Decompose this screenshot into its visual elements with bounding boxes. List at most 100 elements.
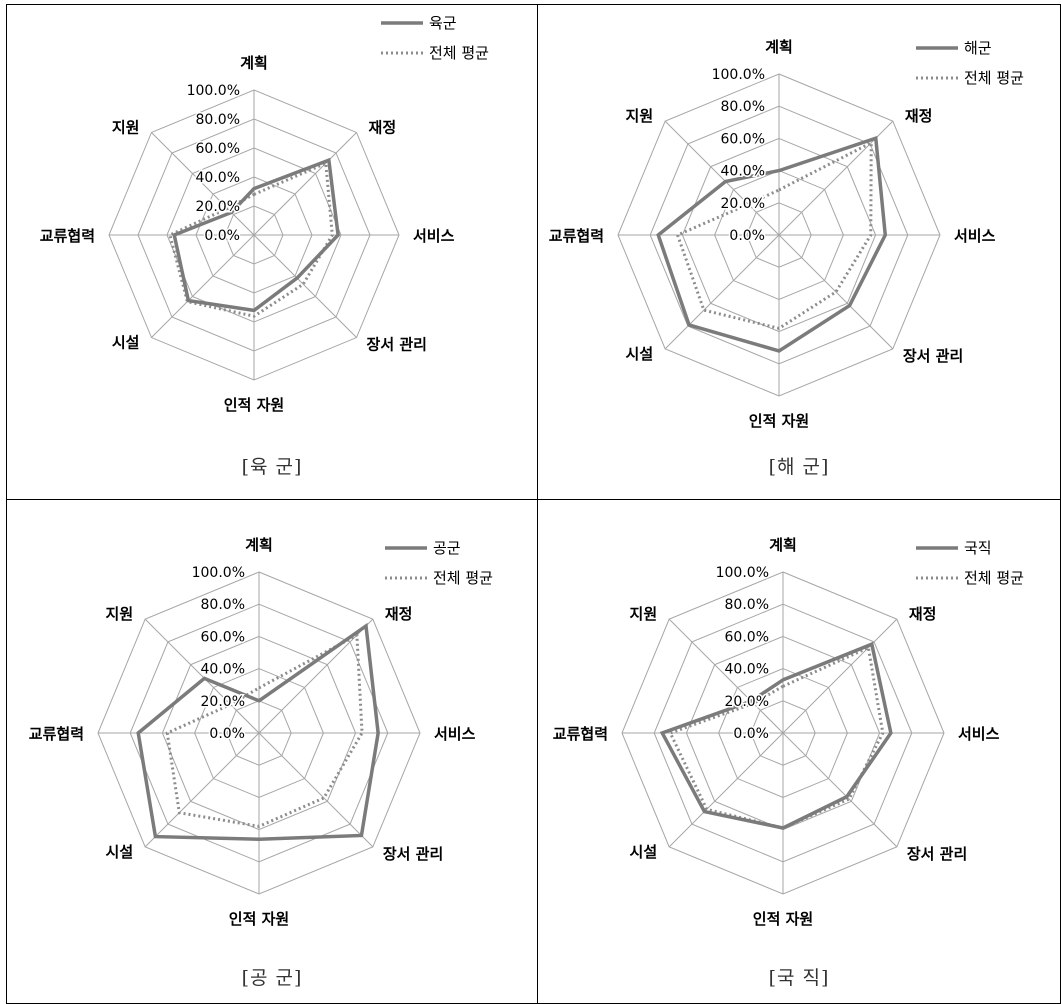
axis-label: 지원 [112, 118, 140, 136]
axis-label: 계획 [240, 54, 268, 72]
axis-label: 계획 [245, 536, 273, 554]
axis-label: 재정 [909, 605, 937, 623]
legend-label: 전체 평균 [433, 569, 493, 587]
legend-label: 해군 [964, 39, 992, 57]
series-main-line [172, 157, 340, 313]
axis-label: 서비스 [954, 227, 996, 245]
series-main-line [136, 622, 380, 842]
legend-label: 전체 평균 [964, 569, 1024, 587]
axis-label: 장서 관리 [367, 336, 427, 354]
axis-spoke [664, 120, 780, 236]
axis-label: 인적 자원 [224, 396, 284, 414]
chart-caption: [공 군] [241, 967, 303, 989]
legend-label: 육군 [429, 14, 457, 32]
tick-label: 20.0% [725, 694, 769, 710]
tick-label: 80.0% [201, 597, 245, 613]
chart-caption: [국 직] [768, 967, 830, 989]
tick-label: 100.0% [187, 83, 240, 99]
axis-label: 장서 관리 [907, 845, 967, 863]
axis-label: 계획 [765, 38, 793, 56]
tick-label: 60.0% [721, 131, 765, 147]
tick-label: 100.0% [712, 67, 765, 83]
axis-label: 시설 [106, 843, 134, 861]
tick-label: 100.0% [716, 565, 769, 581]
tick-label: 40.0% [201, 662, 245, 678]
axis-label: 지원 [626, 107, 654, 125]
axis-label: 인적 자원 [753, 910, 813, 928]
tick-label: 40.0% [725, 662, 769, 678]
axis-label: 교류협력 [29, 725, 84, 743]
axis-label: 교류협력 [553, 725, 608, 743]
series-average-line [675, 140, 873, 330]
chart-grid: 0.0% 20.0% 40.0% 60.0% 80.0% 100.0% 계획 재정 서비스 장서 … [6, 4, 1061, 1004]
axis-label: 시설 [626, 345, 654, 363]
axis-label: 교류협력 [549, 227, 604, 245]
axis-spoke [782, 732, 898, 848]
axis-spoke [253, 234, 357, 338]
tick-label: 40.0% [196, 170, 240, 186]
axis-label: 서비스 [413, 227, 455, 245]
axis-label: 교류협력 [40, 227, 95, 245]
axis-spoke [151, 132, 255, 236]
axis-label: 계획 [769, 536, 797, 554]
tick-label: 20.0% [721, 196, 765, 212]
tick-label: 60.0% [201, 629, 245, 645]
tick-label: 20.0% [196, 199, 240, 215]
series-average-line [168, 161, 334, 318]
tick-label: 0.0% [729, 228, 765, 244]
legend-label: 전체 평균 [429, 44, 489, 62]
axis-label: 지원 [630, 605, 658, 623]
axis-spoke [778, 234, 894, 350]
legend-label: 공군 [433, 539, 461, 557]
axis-label: 장서 관리 [903, 347, 963, 365]
chart-caption: [육 군] [241, 456, 303, 478]
tick-label: 80.0% [196, 112, 240, 128]
axis-spoke [668, 618, 784, 734]
axis-spoke [144, 618, 260, 734]
axis-label: 시설 [112, 334, 140, 352]
axis-label: 장서 관리 [383, 845, 443, 863]
radar-chart: 0.0% 20.0% 40.0% 60.0% 80.0% 100.0%계획재정서비스장서 … [29, 536, 493, 928]
tick-label: 100.0% [192, 565, 245, 581]
tick-label: 0.0% [204, 228, 240, 244]
chart-panel-airforce: 0.0% 20.0% 40.0% 60.0% 80.0% 100.0% 계획 재정 서비스 장서 … [7, 500, 538, 1003]
tick-label: 0.0% [733, 726, 769, 742]
tick-label: 60.0% [196, 141, 240, 157]
radar-chart: 0.0% 20.0% 40.0% 60.0% 80.0% 100.0%계획재정서비스장서 … [553, 536, 1024, 928]
tick-label: 60.0% [725, 629, 769, 645]
axis-spoke [664, 234, 780, 350]
axis-label: 시설 [630, 843, 658, 861]
axis-label: 인적 자원 [749, 412, 809, 430]
series-main-line [656, 135, 888, 353]
axis-spoke [668, 732, 784, 848]
axis-label: 서비스 [434, 725, 476, 743]
axis-label: 인적 자원 [229, 910, 289, 928]
tick-label: 80.0% [721, 99, 765, 115]
axis-spoke [144, 732, 260, 848]
axis-label: 서비스 [958, 725, 1000, 743]
chart-caption: [해 군] [768, 456, 830, 478]
tick-label: 0.0% [209, 726, 245, 742]
axis-spoke [782, 618, 898, 734]
legend-label: 국직 [964, 539, 992, 557]
tick-label: 40.0% [721, 164, 765, 180]
radar-chart: 0.0% 20.0% 40.0% 60.0% 80.0% 100.0%계획재정서비스장서 … [40, 14, 489, 414]
axis-label: 지원 [106, 605, 134, 623]
axis-spoke [258, 732, 374, 848]
axis-label: 재정 [905, 107, 933, 125]
axis-label: 재정 [385, 605, 413, 623]
tick-label: 80.0% [725, 597, 769, 613]
axis-spoke [258, 618, 374, 734]
legend-label: 전체 평균 [964, 69, 1024, 87]
axis-spoke [253, 132, 357, 236]
axis-label: 재정 [369, 118, 397, 136]
radar-chart: 0.0% 20.0% 40.0% 60.0% 80.0% 100.0%계획재정서비스장서 … [549, 38, 1024, 430]
series-average-line [165, 632, 364, 828]
